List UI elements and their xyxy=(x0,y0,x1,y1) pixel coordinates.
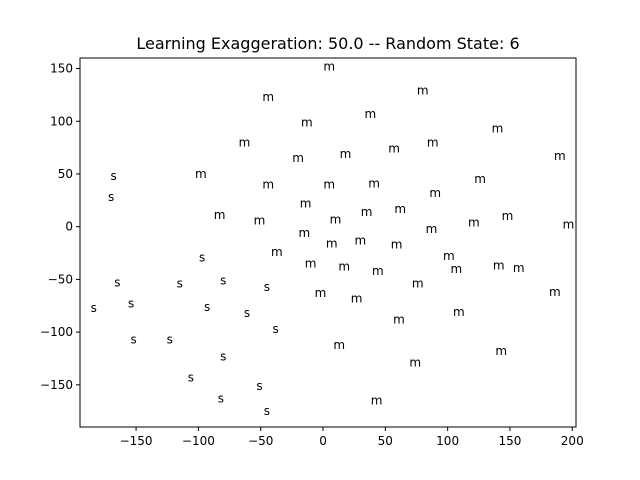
data-point-m: m xyxy=(502,209,514,223)
data-point-m: m xyxy=(271,245,283,259)
data-point-m: m xyxy=(262,90,274,104)
x-tick-label: −50 xyxy=(248,434,273,448)
plot-frame xyxy=(79,57,577,428)
chart-title: Learning Exaggeration: 50.0 -- Random St… xyxy=(136,34,519,53)
data-point-m: m xyxy=(351,291,363,305)
x-tick-label: 150 xyxy=(498,434,521,448)
x-tick-label: −150 xyxy=(120,434,153,448)
y-tick-label: 100 xyxy=(50,114,73,128)
data-point-m: m xyxy=(427,135,439,149)
y-tick-label: 50 xyxy=(58,167,73,181)
data-point-m: m xyxy=(393,312,405,326)
x-tick-label: 0 xyxy=(319,434,327,448)
data-point-m: m xyxy=(340,147,352,161)
data-point-m: m xyxy=(554,149,566,163)
data-point-m: m xyxy=(371,394,383,408)
data-point-m: m xyxy=(391,238,403,252)
data-point-m: m xyxy=(355,233,367,247)
data-point-s: s xyxy=(256,379,262,393)
data-point-m: m xyxy=(368,176,380,190)
x-tick-label: 50 xyxy=(378,434,393,448)
data-point-m: m xyxy=(412,277,424,291)
y-tick-label: −50 xyxy=(48,272,73,286)
data-point-s: s xyxy=(220,349,226,363)
data-point-m: m xyxy=(451,262,463,276)
data-point-m: m xyxy=(468,215,480,229)
data-point-m: m xyxy=(305,257,317,271)
y-tick-label: −150 xyxy=(40,378,73,392)
data-point-s: s xyxy=(218,392,224,406)
data-point-m: m xyxy=(195,167,207,181)
data-point-m: m xyxy=(493,259,505,273)
data-point-s: s xyxy=(177,277,183,291)
y-tick-label: 0 xyxy=(65,220,73,234)
data-point-m: m xyxy=(315,286,327,300)
data-point-m: m xyxy=(409,356,421,370)
data-point-m: m xyxy=(326,237,338,251)
data-point-s: s xyxy=(167,332,173,346)
data-point-m: m xyxy=(372,264,384,278)
data-point-s: s xyxy=(264,404,270,418)
data-point-m: m xyxy=(549,285,561,299)
data-point-s: s xyxy=(264,280,270,294)
data-point-m: m xyxy=(429,186,441,200)
data-point-s: s xyxy=(130,332,136,346)
data-point-m: m xyxy=(323,59,335,73)
data-point-m: m xyxy=(330,212,342,226)
data-point-m: m xyxy=(426,222,438,236)
data-point-m: m xyxy=(298,226,310,240)
data-point-s: s xyxy=(244,306,250,320)
data-point-m: m xyxy=(361,205,373,219)
points-layer: m m m m m m m m m m m m m m m m m m m m m m m m m m m m m m m m m m m m m m m m… xyxy=(91,59,575,418)
x-tick-label: −100 xyxy=(182,434,215,448)
x-axis: −150 −100 −50 0 50 100 150 200 xyxy=(120,427,584,448)
data-point-m: m xyxy=(338,260,350,274)
y-tick-label: 150 xyxy=(50,62,73,76)
data-point-m: m xyxy=(417,84,429,98)
data-point-s: s xyxy=(273,322,279,336)
data-point-s: s xyxy=(128,297,134,311)
data-point-m: m xyxy=(301,115,313,129)
data-point-s: s xyxy=(220,273,226,287)
data-point-m: m xyxy=(394,202,406,216)
data-point-s: s xyxy=(204,300,210,314)
y-tick-label: −100 xyxy=(40,325,73,339)
data-point-m: m xyxy=(262,178,274,192)
data-point-m: m xyxy=(453,305,465,319)
data-point-m: m xyxy=(333,338,345,352)
x-tick-label: 100 xyxy=(436,434,459,448)
data-point-s: s xyxy=(199,250,205,264)
data-point-m: m xyxy=(365,107,377,121)
data-point-s: s xyxy=(114,276,120,290)
data-point-m: m xyxy=(388,142,400,156)
data-point-m: m xyxy=(563,218,575,232)
data-point-m: m xyxy=(300,196,312,210)
data-point-s: s xyxy=(111,169,117,183)
data-point-m: m xyxy=(239,135,251,149)
data-point-s: s xyxy=(188,370,194,384)
data-point-s: s xyxy=(108,190,114,204)
data-point-m: m xyxy=(495,344,507,358)
x-tick-label: 200 xyxy=(561,434,584,448)
y-axis: −150 −100 −50 0 50 100 150 xyxy=(40,62,80,392)
data-point-m: m xyxy=(513,261,525,275)
data-point-m: m xyxy=(443,249,455,263)
data-point-m: m xyxy=(323,178,335,192)
data-point-m: m xyxy=(214,208,226,222)
data-point-s: s xyxy=(91,301,97,315)
data-point-m: m xyxy=(474,172,486,186)
data-point-m: m xyxy=(492,122,504,136)
data-point-m: m xyxy=(254,213,266,227)
data-point-m: m xyxy=(292,151,304,165)
